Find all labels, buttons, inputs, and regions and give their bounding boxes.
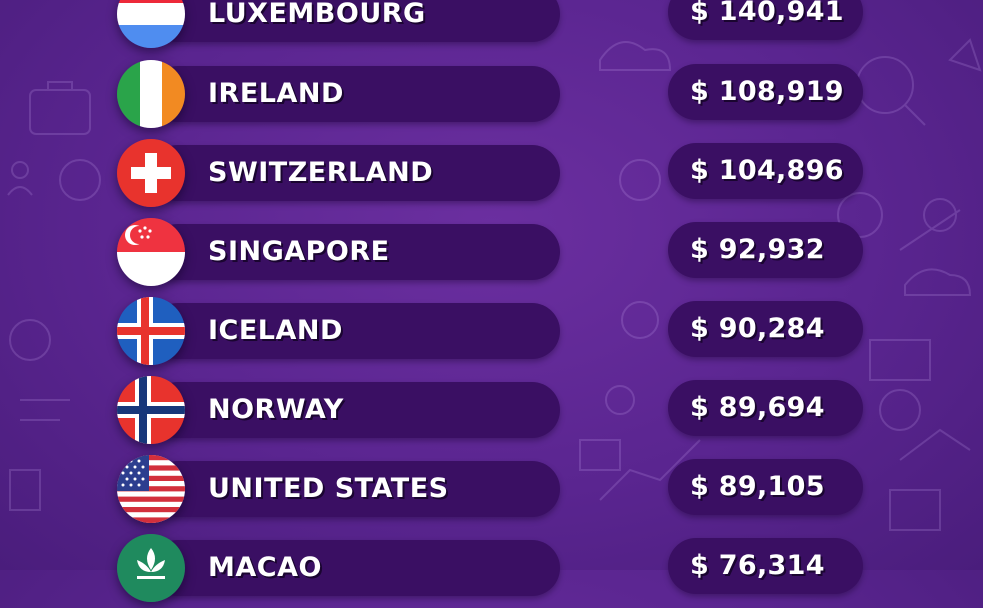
gdp-value: $ 90,284: [690, 313, 825, 344]
gdp-value: $ 104,896: [690, 155, 844, 186]
ranking-row-singapore: SINGAPORE $ 92,932: [0, 214, 983, 292]
ranking-row-united-states: UNITED STATES $ 89,105: [0, 451, 983, 529]
value-pill: [668, 301, 863, 357]
ranking-row-switzerland: SWITZERLAND $ 104,896: [0, 135, 983, 213]
country-pill: [150, 382, 560, 438]
country-name: IRELAND: [208, 78, 344, 109]
country-pill: [150, 461, 560, 517]
ireland-flag-icon: [117, 60, 185, 128]
country-name: MACAO: [208, 552, 322, 583]
country-name: LUXEMBOURG: [208, 0, 426, 29]
ranking-row-macao: MACAO $ 76,314: [0, 530, 983, 608]
iceland-flag-icon: [117, 297, 185, 365]
person-icon: [11, 161, 29, 179]
country-name: ICELAND: [208, 315, 343, 346]
country-name: NORWAY: [208, 394, 344, 425]
gdp-value: $ 140,941: [690, 0, 844, 27]
macao-flag-icon: [117, 534, 185, 602]
usa-flag-icon: [117, 455, 185, 523]
value-pill: [668, 380, 863, 436]
ranking-row-ireland: IRELAND $ 108,919: [0, 56, 983, 134]
ranking-row-luxembourg: LUXEMBOURG $ 140,941: [0, 0, 983, 54]
value-pill: [668, 64, 863, 120]
briefcase-icon: [29, 89, 91, 135]
gdp-value: $ 76,314: [690, 550, 825, 581]
value-pill: [668, 459, 863, 515]
gdp-value: $ 108,919: [690, 76, 844, 107]
gdp-value: $ 89,694: [690, 392, 825, 423]
value-pill: [668, 222, 863, 278]
background-doodles: [7, 38, 982, 531]
country-name: SINGAPORE: [208, 236, 390, 267]
country-pill: [150, 66, 560, 122]
dollar-coin-icon: [59, 159, 101, 201]
gdp-value: $ 89,105: [690, 471, 825, 502]
ranking-row-norway: NORWAY $ 89,694: [0, 372, 983, 450]
value-pill: [668, 0, 863, 40]
gdp-value: $ 92,932: [690, 234, 825, 265]
country-pill: [150, 224, 560, 280]
value-pill: [668, 143, 863, 199]
country-pill: [150, 303, 560, 359]
ranking-row-iceland: ICELAND $ 90,284: [0, 293, 983, 371]
luxembourg-flag-icon: [117, 0, 185, 48]
singapore-flag-icon: [117, 218, 185, 286]
country-name: SWITZERLAND: [208, 157, 434, 188]
country-pill: [150, 145, 560, 201]
norway-flag-icon: [117, 376, 185, 444]
country-pill: [150, 0, 560, 42]
country-name: UNITED STATES: [208, 473, 449, 504]
switzerland-flag-icon: [117, 139, 185, 207]
